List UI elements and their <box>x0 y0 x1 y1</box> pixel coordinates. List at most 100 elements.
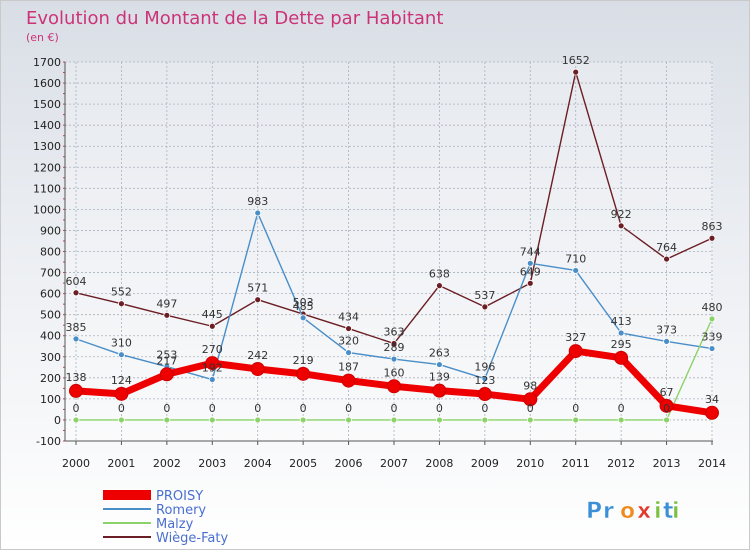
y-tick-label: 1500 <box>33 98 61 111</box>
data-label: 0 <box>481 402 488 415</box>
data-point <box>341 373 356 388</box>
data-point <box>572 267 580 274</box>
logo-letter: i <box>672 499 680 524</box>
y-tick-label: 900 <box>40 224 61 237</box>
data-label: 139 <box>429 371 450 384</box>
data-point <box>572 68 580 76</box>
x-tick-label: 2011 <box>562 457 590 470</box>
data-point <box>254 416 262 424</box>
y-tick-label: 300 <box>40 351 61 364</box>
data-point <box>345 416 352 424</box>
data-point <box>163 311 171 319</box>
data-point <box>708 315 716 323</box>
data-point <box>390 340 398 347</box>
data-point <box>205 356 220 371</box>
data-point <box>708 345 716 352</box>
x-tick-label: 2012 <box>607 457 635 470</box>
data-point <box>436 282 443 290</box>
x-tick-label: 2002 <box>153 457 181 470</box>
data-point <box>523 392 538 407</box>
data-point <box>72 289 80 297</box>
y-tick-label: 1400 <box>33 119 61 132</box>
y-tick-label: 1600 <box>33 77 61 90</box>
y-tick-label: 1000 <box>33 203 61 216</box>
data-label: 289 <box>384 341 405 354</box>
data-label: 413 <box>611 315 632 328</box>
data-label: 253 <box>156 349 177 362</box>
y-tick-label: 200 <box>40 372 61 385</box>
data-label: 764 <box>656 241 677 254</box>
logo-letter: r <box>603 499 614 524</box>
data-label: 0 <box>527 402 534 415</box>
data-point <box>617 329 625 337</box>
data-label: 217 <box>156 354 177 367</box>
data-point <box>568 344 583 359</box>
data-label: 571 <box>247 282 268 295</box>
data-point <box>250 361 265 376</box>
data-label: 263 <box>429 347 450 360</box>
data-label: 0 <box>345 402 352 415</box>
y-tick-label: 1700 <box>33 56 61 69</box>
data-label: 710 <box>565 252 586 265</box>
data-point <box>572 416 580 424</box>
data-label: 480 <box>702 301 723 314</box>
data-label: 67 <box>660 386 674 399</box>
data-label: 0 <box>391 402 398 415</box>
data-label: 863 <box>702 220 723 233</box>
data-label: 0 <box>663 402 670 415</box>
data-label: 98 <box>523 379 537 392</box>
y-tick-label: 500 <box>40 309 61 322</box>
y-tick-label: 800 <box>40 246 61 259</box>
data-label: 320 <box>338 335 359 348</box>
data-label: 638 <box>429 268 450 281</box>
data-point <box>526 259 534 267</box>
logo-letter: t <box>663 499 674 524</box>
data-label: 983 <box>247 195 268 208</box>
data-point <box>481 375 489 383</box>
data-label: 192 <box>202 362 223 375</box>
data-label: 537 <box>474 289 495 302</box>
data-point <box>526 416 534 424</box>
data-point <box>614 350 629 365</box>
data-point <box>436 416 443 424</box>
data-label: 363 <box>384 326 405 339</box>
data-point <box>163 416 171 424</box>
data-point <box>663 416 670 424</box>
x-tick-label: 2005 <box>289 457 317 470</box>
data-point <box>663 338 670 345</box>
data-label: 0 <box>436 402 443 415</box>
data-label: 649 <box>520 265 541 278</box>
data-label: 196 <box>474 361 495 374</box>
data-point <box>617 222 625 230</box>
y-tick-label: 1100 <box>33 182 61 195</box>
data-point <box>345 325 352 332</box>
x-tick-label: 2000 <box>62 457 90 470</box>
data-label: 497 <box>156 297 177 310</box>
data-point <box>390 416 398 424</box>
data-point <box>390 355 398 363</box>
data-label: 1652 <box>562 54 590 67</box>
logo-letter: i <box>654 499 662 524</box>
x-tick-label: 2006 <box>335 457 363 470</box>
chart-subtitle: (en €) <box>26 31 59 44</box>
data-point <box>436 361 443 368</box>
data-label: 0 <box>572 402 579 415</box>
y-tick-label: 0 <box>54 414 61 427</box>
legend-label: Romery <box>156 503 206 518</box>
x-tick-label: 2001 <box>107 457 135 470</box>
legend-label: PROISY <box>156 489 203 504</box>
chart-title: Evolution du Montant de la Dette par Hab… <box>26 8 443 29</box>
data-label: 0 <box>618 402 625 415</box>
legend-label: Wiège-Faty <box>156 531 228 546</box>
data-label: 34 <box>705 393 719 406</box>
data-point <box>208 416 216 424</box>
x-tick-label: 2008 <box>425 457 453 470</box>
logo-letter: x <box>637 499 651 524</box>
y-tick-label: 600 <box>40 288 61 301</box>
logo-letter: P <box>586 499 602 524</box>
data-label: 552 <box>111 286 132 299</box>
data-label: 123 <box>474 374 495 387</box>
y-tick-label: 1300 <box>33 140 61 153</box>
